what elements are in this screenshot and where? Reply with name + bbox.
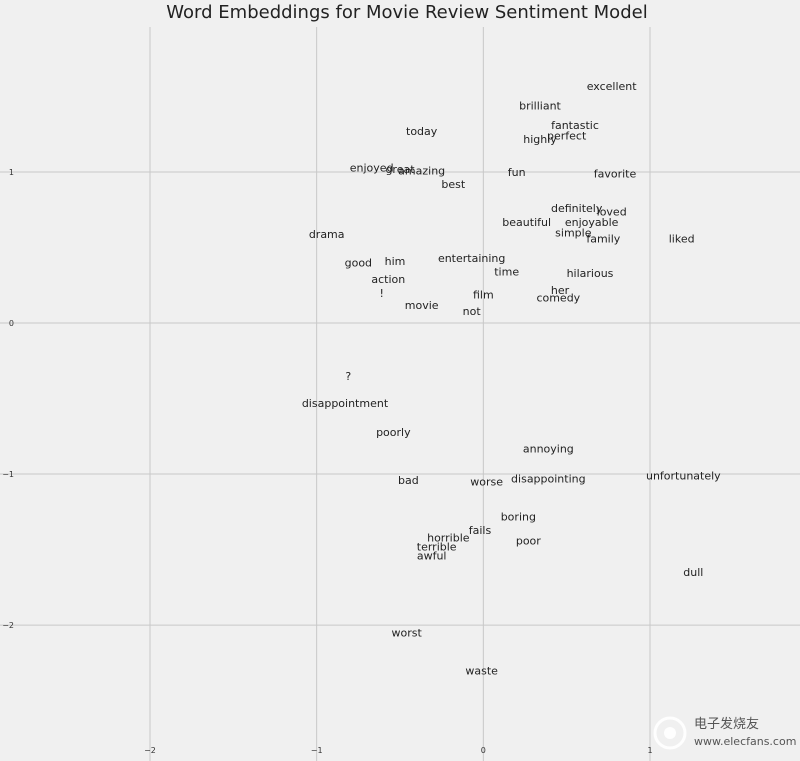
point-label-worse: worse: [470, 476, 503, 489]
point-label-awful: awful: [417, 550, 447, 563]
y-tick-label: −2: [2, 621, 14, 630]
point-label-amazing: amazing: [398, 164, 445, 177]
point-label-brilliant: brilliant: [519, 100, 561, 113]
point-label-today: today: [406, 125, 438, 138]
point-label-highly: highly: [523, 133, 557, 146]
point-label-her: her: [551, 284, 570, 297]
point-label-drama: drama: [309, 228, 345, 241]
point-label-beautiful: beautiful: [502, 216, 551, 229]
watermark-logo-icon: [653, 716, 687, 750]
watermark-url: www.elecfans.com: [694, 735, 796, 748]
y-tick-label: 1: [9, 168, 14, 177]
point-label-favorite: favorite: [594, 167, 637, 180]
point-label-poorly: poorly: [376, 426, 411, 439]
point-label-disappointing: disappointing: [511, 473, 586, 486]
point-label-film: film: [473, 288, 494, 301]
point-label-question: ?: [345, 370, 351, 383]
y-tick-label: 0: [9, 319, 14, 328]
point-label-comedy: comedy: [536, 291, 580, 304]
point-label-action: action: [371, 273, 405, 286]
point-label-hilarious: hilarious: [567, 267, 614, 280]
point-label-time: time: [494, 266, 519, 279]
point-label-movie: movie: [405, 299, 439, 312]
point-label-family: family: [586, 232, 620, 245]
point-label-annoying: annoying: [523, 442, 574, 455]
watermark-brand: 电子发烧友: [694, 716, 759, 732]
point-label-fun: fun: [508, 166, 526, 179]
x-tick-label: 1: [647, 746, 652, 755]
point-label-simple: simple: [555, 226, 592, 239]
watermark: 电子发烧友 www.elecfans.com: [653, 716, 796, 750]
point-label-terrible: terrible: [417, 541, 457, 554]
point-label-unfortunately: unfortunately: [646, 470, 721, 483]
chart-title: Word Embeddings for Movie Review Sentime…: [166, 2, 647, 23]
y-tick-label: −1: [2, 470, 14, 479]
point-label-loved: loved: [597, 205, 627, 218]
point-label-dull: dull: [683, 566, 703, 579]
point-label-fails: fails: [469, 524, 492, 537]
x-tick-label: 0: [481, 746, 486, 755]
point-label-him: him: [385, 255, 406, 268]
x-tick-label: −1: [311, 746, 323, 755]
point-label-liked: liked: [669, 232, 695, 245]
point-label-best: best: [441, 178, 465, 191]
point-label-disappointment: disappointment: [302, 397, 389, 410]
point-label-good: good: [345, 257, 372, 270]
point-label-definitely: definitely: [551, 202, 603, 215]
point-label-waste: waste: [465, 664, 498, 677]
point-label-excellent: excellent: [587, 80, 638, 93]
point-label-enjoyed: enjoyed: [350, 161, 394, 174]
grid-layer: [0, 27, 800, 761]
point-label-great: great: [385, 163, 415, 176]
point-label-exclamation: !: [379, 287, 383, 300]
x-tick-label: −2: [144, 746, 156, 755]
point-label-boring: boring: [501, 510, 536, 523]
point-label-enjoyable: enjoyable: [565, 216, 619, 229]
point-label-layer: excellent brilliant fantasticperfecthighly…: [302, 80, 721, 677]
point-label-entertaining: entertaining: [438, 252, 505, 265]
point-label-worst: worst: [392, 627, 423, 640]
point-label-horrible: horrible: [427, 531, 470, 544]
point-label-fantastic: fantastic: [551, 119, 599, 132]
point-label-bad: bad: [398, 474, 419, 487]
point-label-not: not: [463, 305, 482, 318]
point-label-perfect: perfect: [547, 130, 587, 143]
point-label-poor: poor: [516, 534, 541, 547]
tick-layer: −2 −1 0 1 1 0 −1 −2: [2, 168, 652, 755]
